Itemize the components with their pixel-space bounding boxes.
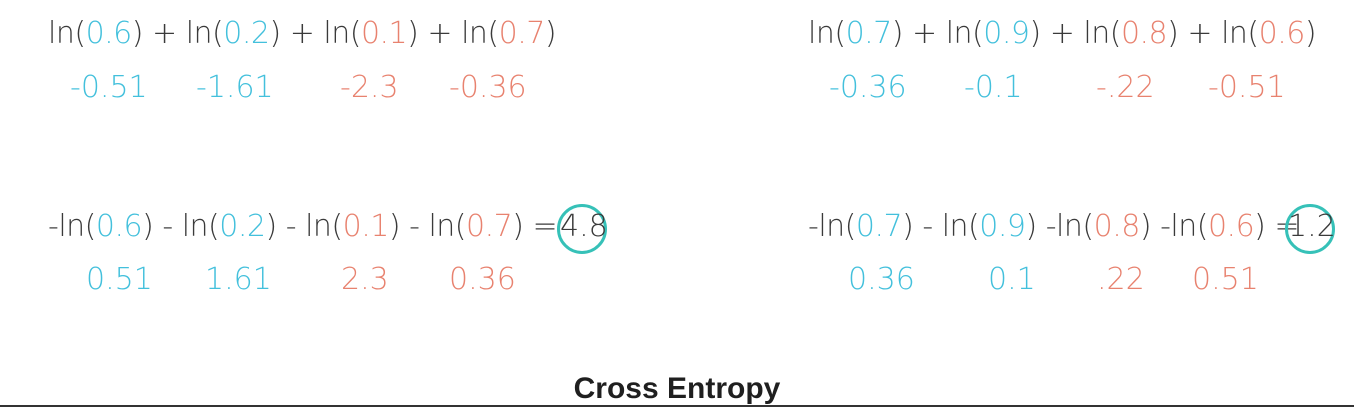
equation-segment: ) + ln( — [131, 16, 224, 51]
left-top-equation: ln(0.6) + ln(0.2) + ln(0.1) + ln(0.7) — [48, 16, 557, 52]
equation-segment: -ln( — [48, 209, 96, 244]
right-top-value-3: -.22 — [1096, 70, 1155, 105]
equation-segment: ) - ln( — [388, 209, 467, 244]
equation-segment: 0.7 — [498, 16, 546, 51]
left-top-value-1: -0.51 — [70, 70, 148, 105]
equation-segment: 0.8 — [1120, 16, 1168, 51]
right-top-value-4: -0.51 — [1208, 70, 1286, 105]
equation-segment: 0.6 — [85, 16, 133, 51]
left-top-values: -0.51 -1.61 -2.3 -0.36 — [0, 70, 600, 106]
equation-segment: 0.9 — [979, 209, 1026, 244]
left-result: 4.8 — [560, 209, 608, 244]
equation-segment: 0.1 — [342, 209, 390, 244]
left-result-circle — [557, 204, 607, 254]
equation-segment: 0.7 — [845, 16, 893, 51]
left-bottom-value-2: 1.61 — [205, 262, 272, 297]
slide-title: Cross Entropy — [573, 372, 781, 405]
equation-segment: ) -ln( — [1025, 209, 1094, 244]
equation-segment: ) + ln( — [407, 16, 499, 51]
equation-segment: ) + ln( — [1029, 16, 1121, 51]
right-bottom-value-2: 0.1 — [988, 262, 1036, 297]
equation-segment: ln( — [48, 16, 86, 51]
equation-segment: ) - ln( — [265, 209, 343, 244]
right-bottom-values: 0.36 0.1 .22 0.51 — [0, 262, 1354, 298]
equation-segment: 0.6 — [1258, 16, 1306, 51]
equation-segment: ) + ln( — [1167, 16, 1259, 51]
equation-segment: 0.8 — [1093, 209, 1141, 244]
right-top-equation: ln(0.7) + ln(0.9) + ln(0.8) + ln(0.6) — [808, 16, 1317, 52]
left-bottom-value-4: 0.36 — [449, 262, 516, 297]
equation-segment: 0.1 — [360, 16, 408, 51]
right-top-value-1: -0.36 — [829, 70, 907, 105]
left-bottom-equation: -ln(0.6) - ln(0.2) - ln(0.1) - ln(0.7) = — [48, 209, 558, 245]
equation-segment: 0.6 — [1207, 209, 1255, 244]
right-result: 1.2 — [1288, 209, 1336, 244]
left-top-value-2: -1.61 — [196, 70, 274, 105]
right-top-values: -0.36 -0.1 -.22 -0.51 — [0, 70, 1354, 106]
left-bottom-value-3: 2.3 — [341, 262, 389, 297]
right-bottom-equation: -ln(0.7) - ln(0.9) -ln(0.8) -ln(0.6) = — [808, 209, 1300, 245]
right-bottom-value-3: .22 — [1097, 262, 1145, 297]
equation-segment: ) — [1304, 16, 1317, 51]
equation-segment: 0.6 — [95, 209, 143, 244]
left-top-value-3: -2.3 — [340, 70, 399, 105]
equation-segment: ) = — [512, 209, 558, 244]
equation-segment: 0.7 — [855, 209, 903, 244]
right-bottom-value-1: 0.36 — [848, 262, 915, 297]
right-bottom-value-4: 0.51 — [1192, 262, 1259, 297]
left-top-value-4: -0.36 — [449, 70, 527, 105]
equation-segment: ) + ln( — [891, 16, 984, 51]
left-bottom-values: 0.51 1.61 2.3 0.36 — [0, 262, 600, 298]
equation-segment: ) — [544, 16, 557, 51]
equation-segment: 0.7 — [466, 209, 513, 244]
equation-segment: 0.9 — [983, 16, 1030, 51]
equation-segment: ln( — [808, 16, 846, 51]
equation-segment: -ln( — [808, 209, 856, 244]
right-top-value-2: -0.1 — [964, 70, 1023, 105]
equation-segment: 0.2 — [219, 209, 266, 244]
bottom-divider — [0, 405, 1354, 407]
equation-segment: ) - ln( — [142, 209, 220, 244]
equation-segment: ) + ln( — [269, 16, 361, 51]
equation-segment: ) -ln( — [1139, 209, 1209, 244]
equation-segment: ) - ln( — [902, 209, 980, 244]
equation-segment: 0.2 — [223, 16, 270, 51]
left-bottom-value-1: 0.51 — [86, 262, 153, 297]
right-result-circle — [1285, 204, 1335, 254]
